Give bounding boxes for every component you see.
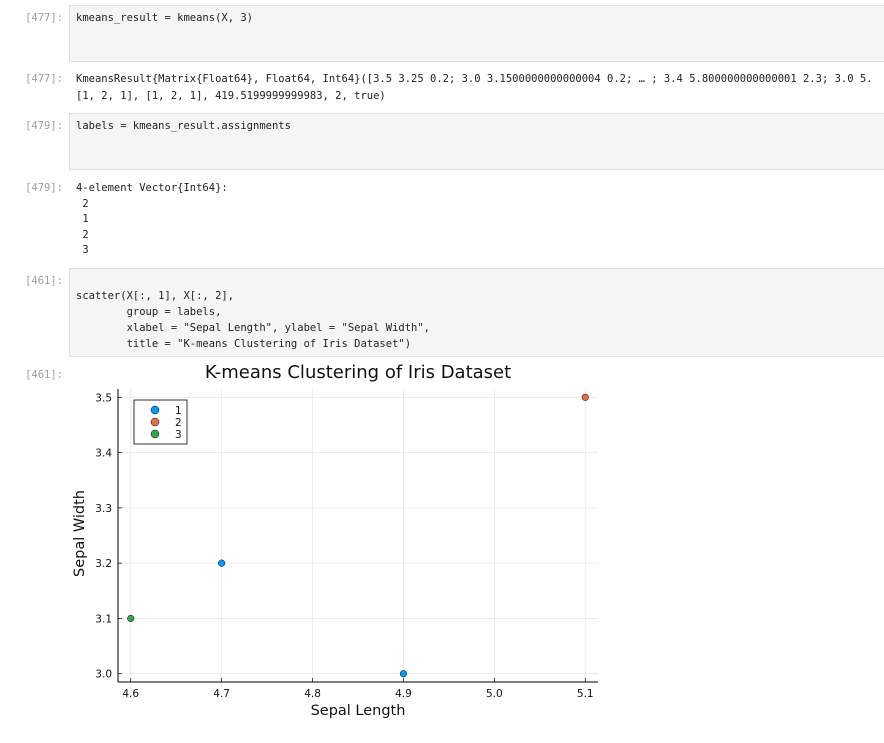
chart: K-means Clustering of Iris Dataset 4.6 4.7… — [72, 362, 598, 719]
x-tick-label: 4.9 — [395, 688, 412, 700]
point — [127, 614, 135, 622]
code-cell — [69, 113, 884, 170]
output-line: 1 — [76, 213, 89, 226]
in-prompt: [477]: — [25, 12, 63, 24]
in-prompt: [479]: — [25, 120, 63, 132]
legend-label: 1 — [175, 405, 182, 417]
y-axis-label: Sepal Width — [72, 490, 88, 577]
x-tick-label: 4.8 — [304, 688, 321, 700]
code-line: labels = kmeans_result.assignments — [76, 120, 291, 132]
code-line: group = labels, — [76, 306, 222, 318]
code-cell — [69, 5, 884, 62]
output-line: 4-element Vector{Int64}: — [76, 182, 228, 194]
x-tick-label: 4.7 — [213, 688, 230, 700]
point — [399, 670, 408, 678]
out-prompt: [479]: — [25, 182, 63, 194]
x-tick-label: 5.0 — [486, 688, 503, 700]
point — [581, 393, 589, 401]
y-tick-label: 3.0 — [95, 669, 112, 681]
code-cell — [69, 268, 884, 357]
in-prompt: [461]: — [25, 275, 63, 287]
legend-box — [133, 399, 188, 445]
y-tick-label: 3.3 — [95, 503, 112, 515]
code-line: kmeans_result = kmeans(X, 3) — [76, 12, 254, 24]
legend-label: 3 — [175, 429, 182, 441]
legend-marker — [150, 429, 160, 439]
code-line: scatter(X[:, 1], X[:, 2], — [76, 290, 235, 302]
chart-title: K-means Clustering of Iris Dataset — [205, 362, 511, 383]
point — [218, 559, 226, 567]
output-line: KmeansResult{Matrix{Float64}, Float64, I… — [76, 73, 873, 85]
code-line: xlabel = "Sepal Length", ylabel = "Sepal… — [76, 322, 431, 334]
out-prompt: [461]: — [25, 369, 63, 381]
output-line: [1, 2, 1], [1, 2, 1], 419.5199999999983,… — [76, 90, 386, 102]
y-tick-label: 3.1 — [95, 613, 112, 625]
x-axis-label: Sepal Length — [311, 703, 406, 719]
out-prompt: [477]: — [25, 73, 63, 85]
output-line: 2 — [76, 197, 89, 210]
y-tick-label: 3.5 — [95, 392, 112, 404]
code-line: title = "K-means Clustering of Iris Data… — [76, 338, 412, 350]
legend-marker — [150, 405, 160, 415]
legend-marker — [150, 417, 160, 427]
x-tick-label: 4.6 — [122, 688, 139, 700]
legend-label: 2 — [175, 417, 182, 429]
y-tick-label: 3.2 — [95, 558, 112, 570]
output-line: 2 — [76, 228, 89, 241]
output-line: 3 — [76, 244, 89, 257]
x-tick-label: 5.1 — [577, 688, 594, 700]
y-tick-label: 3.4 — [95, 448, 112, 460]
